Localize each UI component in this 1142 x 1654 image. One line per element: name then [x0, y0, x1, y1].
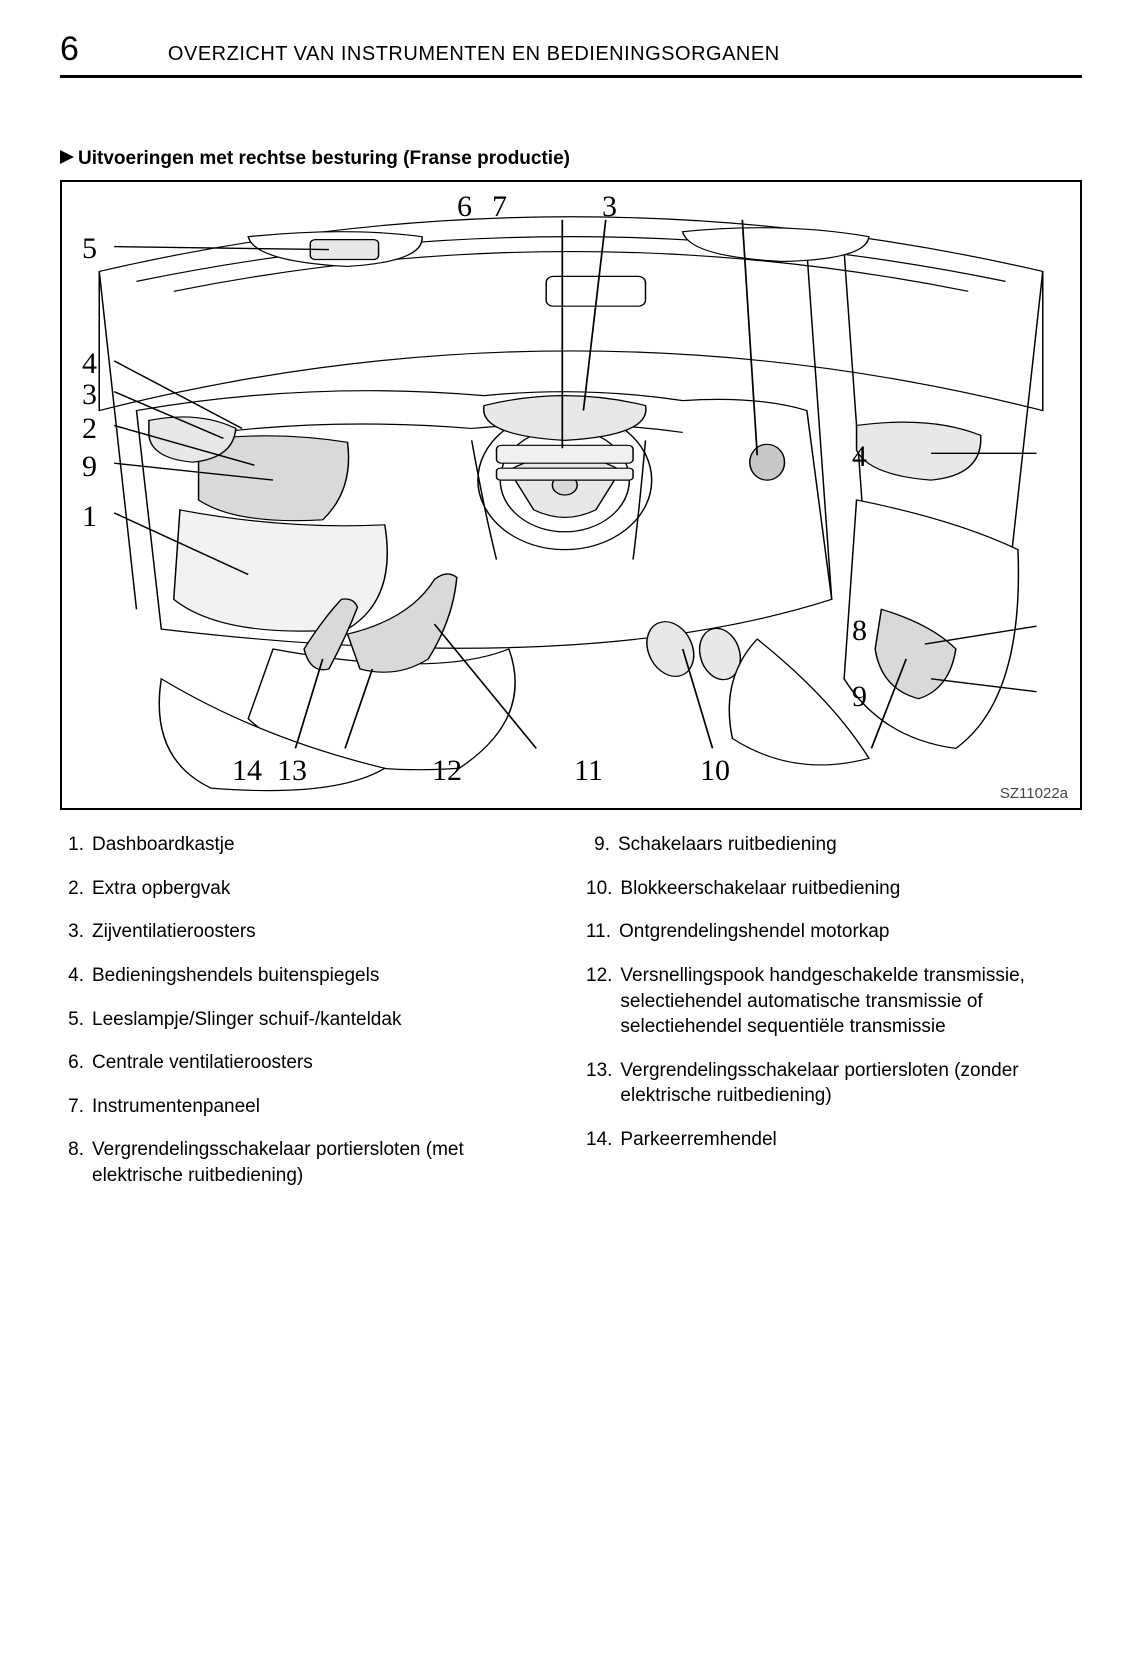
triangle-icon [60, 150, 74, 169]
dashboard-diagram: 6735432914891413121110 SZ11022a [60, 180, 1082, 810]
legend-item: 9.Schakelaars ruitbediening [586, 832, 1082, 858]
legend-item: 5.Leeslampje/Slinger schuif-/kanteldak [60, 1007, 556, 1033]
legend-item: 4.Bedieningshendels buitenspiegels [60, 963, 556, 989]
legend-item: 10.Blokkeerschakelaar ruitbediening [586, 876, 1082, 902]
callout-number: 12 [432, 754, 462, 788]
callout-number: 4 [82, 347, 97, 381]
callout-number: 8 [852, 614, 867, 648]
legend-item: 13.Vergrendelingsschakelaar portierslote… [586, 1058, 1082, 1109]
callout-number: 11 [574, 754, 603, 788]
legend-text: Ontgrendelingshendel motorkap [619, 919, 1082, 945]
callout-number: 13 [277, 754, 307, 788]
legend-number: 5. [60, 1007, 92, 1033]
legend-text: Leeslampje/Slinger schuif-/kanteldak [92, 1007, 556, 1033]
callout-number: 14 [232, 754, 262, 788]
page-number: 6 [60, 30, 78, 69]
legend-text: Vergrendelingsschakelaar portiersloten (… [92, 1137, 556, 1188]
legend-number: 3. [60, 919, 92, 945]
legend-item: 11.Ontgrendelingshendel motorkap [586, 919, 1082, 945]
legend-number: 9. [586, 832, 618, 858]
legend-number: 7. [60, 1094, 92, 1120]
legend-number: 12. [586, 963, 620, 1040]
callout-number: 4 [852, 440, 867, 474]
legend-number: 1. [60, 832, 92, 858]
callout-number: 5 [82, 232, 97, 266]
page-header: 6 OVERZICHT VAN INSTRUMENTEN EN BEDIENIN… [60, 30, 1082, 78]
legend-text: Zijventilatieroosters [92, 919, 556, 945]
callout-number: 9 [82, 450, 97, 484]
legend-text: Bedieningshendels buitenspiegels [92, 963, 556, 989]
legend-item: 6.Centrale ventilatieroosters [60, 1050, 556, 1076]
legend-text: Vergrendelingsschakelaar portiersloten (… [620, 1058, 1082, 1109]
legend: 1.Dashboardkastje2.Extra opbergvak3.Zijv… [60, 832, 1082, 1207]
callout-number: 7 [492, 190, 507, 224]
legend-number: 10. [586, 876, 620, 902]
legend-number: 2. [60, 876, 92, 902]
legend-item: 3.Zijventilatieroosters [60, 919, 556, 945]
callout-number: 1 [82, 500, 97, 534]
callout-number: 10 [700, 754, 730, 788]
callout-number: 3 [602, 190, 617, 224]
legend-col-left: 1.Dashboardkastje2.Extra opbergvak3.Zijv… [60, 832, 556, 1207]
callout-number: 6 [457, 190, 472, 224]
callout-number: 2 [82, 412, 97, 446]
legend-number: 6. [60, 1050, 92, 1076]
legend-number: 4. [60, 963, 92, 989]
legend-text: Versnellingspook handgeschakelde transmi… [620, 963, 1082, 1040]
legend-item: 14.Parkeerremhendel [586, 1127, 1082, 1153]
legend-item: 2.Extra opbergvak [60, 876, 556, 902]
subheading-row: Uitvoeringen met rechtse besturing (Fran… [60, 148, 1082, 170]
callout-number: 3 [82, 378, 97, 412]
legend-number: 14. [586, 1127, 620, 1153]
diagram-svg [62, 182, 1080, 808]
legend-text: Instrumentenpaneel [92, 1094, 556, 1120]
header-title: OVERZICHT VAN INSTRUMENTEN EN BEDIENINGS… [138, 43, 1082, 66]
legend-text: Extra opbergvak [92, 876, 556, 902]
legend-item: 1.Dashboardkastje [60, 832, 556, 858]
legend-number: 8. [60, 1137, 92, 1188]
legend-text: Centrale ventilatieroosters [92, 1050, 556, 1076]
manual-page: 6 OVERZICHT VAN INSTRUMENTEN EN BEDIENIN… [0, 0, 1142, 1267]
subheading-text: Uitvoeringen met rechtse besturing (Fran… [78, 148, 570, 170]
legend-number: 13. [586, 1058, 620, 1109]
legend-number: 11. [586, 919, 619, 945]
callout-number: 9 [852, 680, 867, 714]
legend-item: 8.Vergrendelingsschakelaar portiersloten… [60, 1137, 556, 1188]
legend-text: Schakelaars ruitbediening [618, 832, 1082, 858]
legend-col-right: 9.Schakelaars ruitbediening 10.Blokkeersc… [586, 832, 1082, 1207]
legend-text: Dashboardkastje [92, 832, 556, 858]
legend-item: 7.Instrumentenpaneel [60, 1094, 556, 1120]
figure-code: SZ11022a [1000, 785, 1068, 802]
legend-text: Parkeerremhendel [620, 1127, 1082, 1153]
legend-item: 12.Versnellingspook handgeschakelde tran… [586, 963, 1082, 1040]
legend-text: Blokkeerschakelaar ruitbediening [620, 876, 1082, 902]
